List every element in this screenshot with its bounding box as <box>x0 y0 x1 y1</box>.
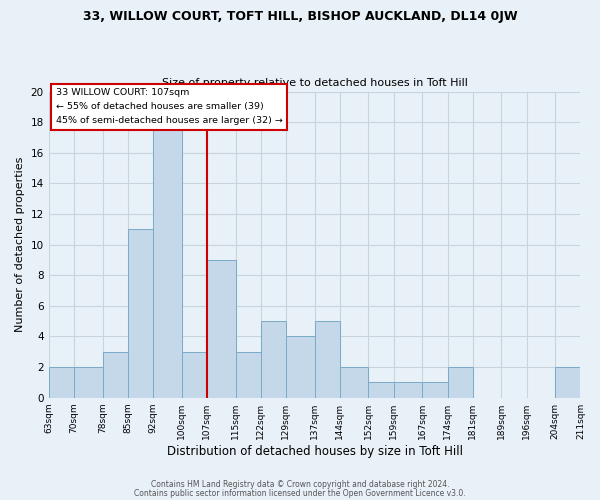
Text: 33, WILLOW COURT, TOFT HILL, BISHOP AUCKLAND, DL14 0JW: 33, WILLOW COURT, TOFT HILL, BISHOP AUCK… <box>83 10 517 23</box>
Bar <box>153 122 182 398</box>
Bar <box>340 367 368 398</box>
Text: Contains public sector information licensed under the Open Government Licence v3: Contains public sector information licen… <box>134 489 466 498</box>
Bar <box>394 382 422 398</box>
X-axis label: Distribution of detached houses by size in Toft Hill: Distribution of detached houses by size … <box>167 444 463 458</box>
Bar <box>207 260 236 398</box>
Text: 33 WILLOW COURT: 107sqm
← 55% of detached houses are smaller (39)
45% of semi-de: 33 WILLOW COURT: 107sqm ← 55% of detache… <box>56 88 283 126</box>
Bar <box>182 352 207 398</box>
Bar <box>103 352 128 398</box>
Bar <box>422 382 448 398</box>
Y-axis label: Number of detached properties: Number of detached properties <box>15 157 25 332</box>
Title: Size of property relative to detached houses in Toft Hill: Size of property relative to detached ho… <box>161 78 467 88</box>
Bar <box>448 367 473 398</box>
Bar <box>49 367 74 398</box>
Bar <box>314 321 340 398</box>
Bar <box>236 352 260 398</box>
Text: Contains HM Land Registry data © Crown copyright and database right 2024.: Contains HM Land Registry data © Crown c… <box>151 480 449 489</box>
Bar <box>128 230 153 398</box>
Bar <box>74 367 103 398</box>
Bar <box>556 367 581 398</box>
Bar <box>368 382 394 398</box>
Bar <box>260 321 286 398</box>
Bar <box>286 336 314 398</box>
